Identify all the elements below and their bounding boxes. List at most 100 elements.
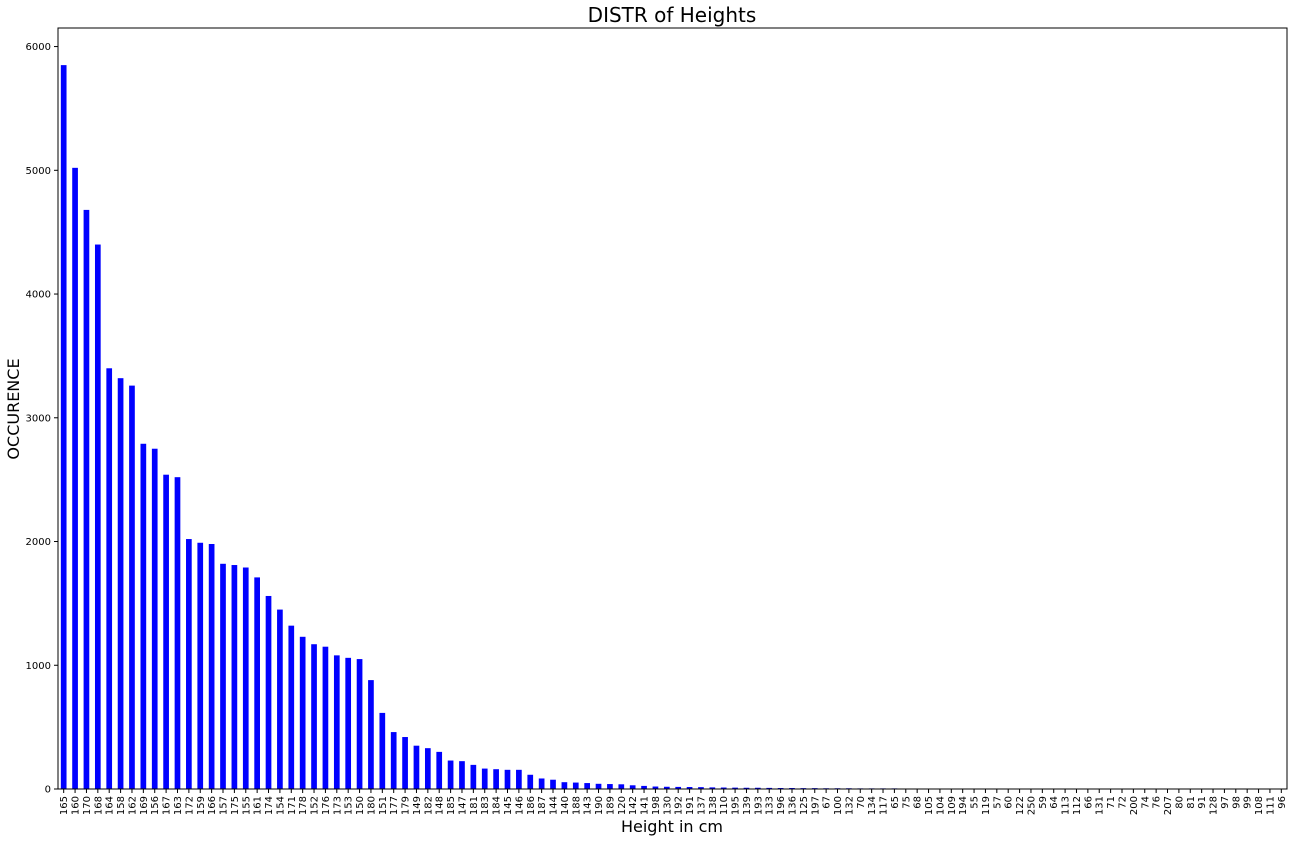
- bar-163: [174, 477, 181, 789]
- bar-177: [390, 732, 397, 789]
- bar-182: [424, 748, 431, 789]
- x-tick-label: 192: [674, 796, 685, 815]
- bar-150: [356, 659, 363, 789]
- bar-145: [504, 769, 511, 789]
- x-tick-label: 196: [776, 796, 787, 815]
- x-tick-label: 131: [1095, 796, 1106, 815]
- x-tick-label: 128: [1209, 796, 1220, 815]
- x-tick-label: 189: [605, 796, 616, 815]
- x-tick-label: 170: [82, 796, 93, 815]
- bar-155: [242, 567, 249, 789]
- x-tick-label: 250: [1026, 796, 1037, 815]
- y-tick-label: 6000: [26, 42, 51, 53]
- bar-184: [493, 769, 499, 789]
- x-tick-label: 207: [1163, 796, 1174, 815]
- x-tick-label: 120: [617, 796, 628, 815]
- bar-147: [459, 761, 465, 789]
- x-tick-label: 76: [1152, 796, 1163, 809]
- x-tick-label: 156: [150, 796, 161, 815]
- bar-154: [277, 609, 283, 789]
- x-tick-label: 145: [503, 796, 514, 815]
- y-tick-label: 3000: [26, 413, 51, 424]
- x-tick-label: 144: [549, 796, 560, 815]
- bar-144: [550, 779, 556, 789]
- x-tick-label: 105: [924, 796, 935, 815]
- bar-186: [527, 774, 534, 789]
- x-tick-label: 165: [59, 796, 70, 815]
- x-tick-label: 96: [1277, 796, 1288, 809]
- bar-172: [186, 539, 192, 789]
- x-tick-label: 181: [469, 796, 480, 815]
- bar-133: [766, 787, 773, 789]
- x-tick-label: 138: [708, 796, 719, 815]
- x-tick-label: 185: [446, 796, 457, 815]
- bar-130: [663, 786, 670, 789]
- x-tick-label: 134: [867, 796, 878, 815]
- x-tick-label: 166: [207, 796, 218, 815]
- x-tick-label: 71: [1106, 796, 1117, 809]
- bar-170: [83, 209, 90, 789]
- x-tick-label: 188: [571, 796, 582, 815]
- x-tick-label: 66: [1083, 796, 1094, 809]
- x-tick-label: 160: [71, 796, 82, 815]
- bar-138: [709, 787, 716, 789]
- x-tick-label: 68: [913, 796, 924, 809]
- bar-181: [470, 764, 477, 789]
- x-tick-label: 173: [332, 796, 343, 815]
- x-tick-label: 193: [753, 796, 764, 815]
- x-tick-label: 60: [1004, 796, 1015, 809]
- x-tick-label: 65: [890, 796, 901, 809]
- bar-174: [265, 595, 272, 789]
- bar-120: [618, 784, 625, 789]
- bar-148: [436, 751, 443, 789]
- x-tick-label: 150: [355, 796, 366, 815]
- bar-168: [94, 244, 101, 790]
- x-tick-label: 109: [947, 796, 958, 815]
- x-tick-label: 143: [583, 796, 594, 815]
- x-tick-label: 139: [742, 796, 753, 815]
- x-tick-label: 136: [787, 796, 798, 815]
- bar-187: [538, 778, 545, 789]
- x-tick-label: 172: [184, 796, 195, 815]
- bar-146: [516, 769, 522, 789]
- bar-140: [561, 782, 568, 789]
- x-tick-label: 72: [1118, 796, 1129, 809]
- x-tick-label: 112: [1072, 796, 1083, 815]
- x-axis-label: Height in cm: [621, 817, 723, 836]
- x-tick-label: 104: [935, 796, 946, 815]
- x-tick-label: 152: [310, 796, 321, 815]
- bar-141: [641, 785, 647, 789]
- x-tick-label: 80: [1174, 796, 1185, 809]
- x-tick-label: 168: [93, 796, 104, 815]
- x-tick-label: 151: [378, 796, 389, 815]
- bar-190: [595, 783, 602, 789]
- y-tick-label: 2000: [26, 537, 51, 548]
- x-tick-label: 74: [1140, 796, 1151, 809]
- x-tick-label: 140: [560, 796, 571, 815]
- x-tick-label: 149: [412, 796, 423, 815]
- bar-198: [652, 786, 659, 789]
- x-tick-label: 55: [970, 796, 981, 809]
- x-tick-label: 133: [765, 796, 776, 815]
- x-tick-label: 200: [1129, 796, 1140, 815]
- x-tick-label: 177: [389, 796, 400, 815]
- bar-149: [413, 745, 420, 789]
- bar-139: [743, 787, 750, 789]
- bar-110: [720, 787, 727, 789]
- bar-193: [755, 787, 761, 789]
- x-tick-label: 130: [662, 796, 673, 815]
- x-tick-label: 158: [116, 796, 127, 815]
- x-tick-label: 117: [879, 796, 890, 815]
- bar-164: [106, 368, 113, 789]
- bar-166: [208, 544, 215, 789]
- y-axis: 0 1000 2000 3000 4000 5000 6000: [26, 42, 58, 796]
- y-axis-label: OCCURENCE: [4, 358, 23, 459]
- x-tick-label: 142: [628, 796, 639, 815]
- x-tick-label: 157: [219, 796, 230, 815]
- x-tick-label: 57: [992, 796, 1003, 809]
- bar-162: [129, 385, 135, 789]
- x-tick-label: 70: [856, 796, 867, 809]
- x-tick-label: 176: [321, 796, 332, 815]
- bar-157: [220, 563, 226, 789]
